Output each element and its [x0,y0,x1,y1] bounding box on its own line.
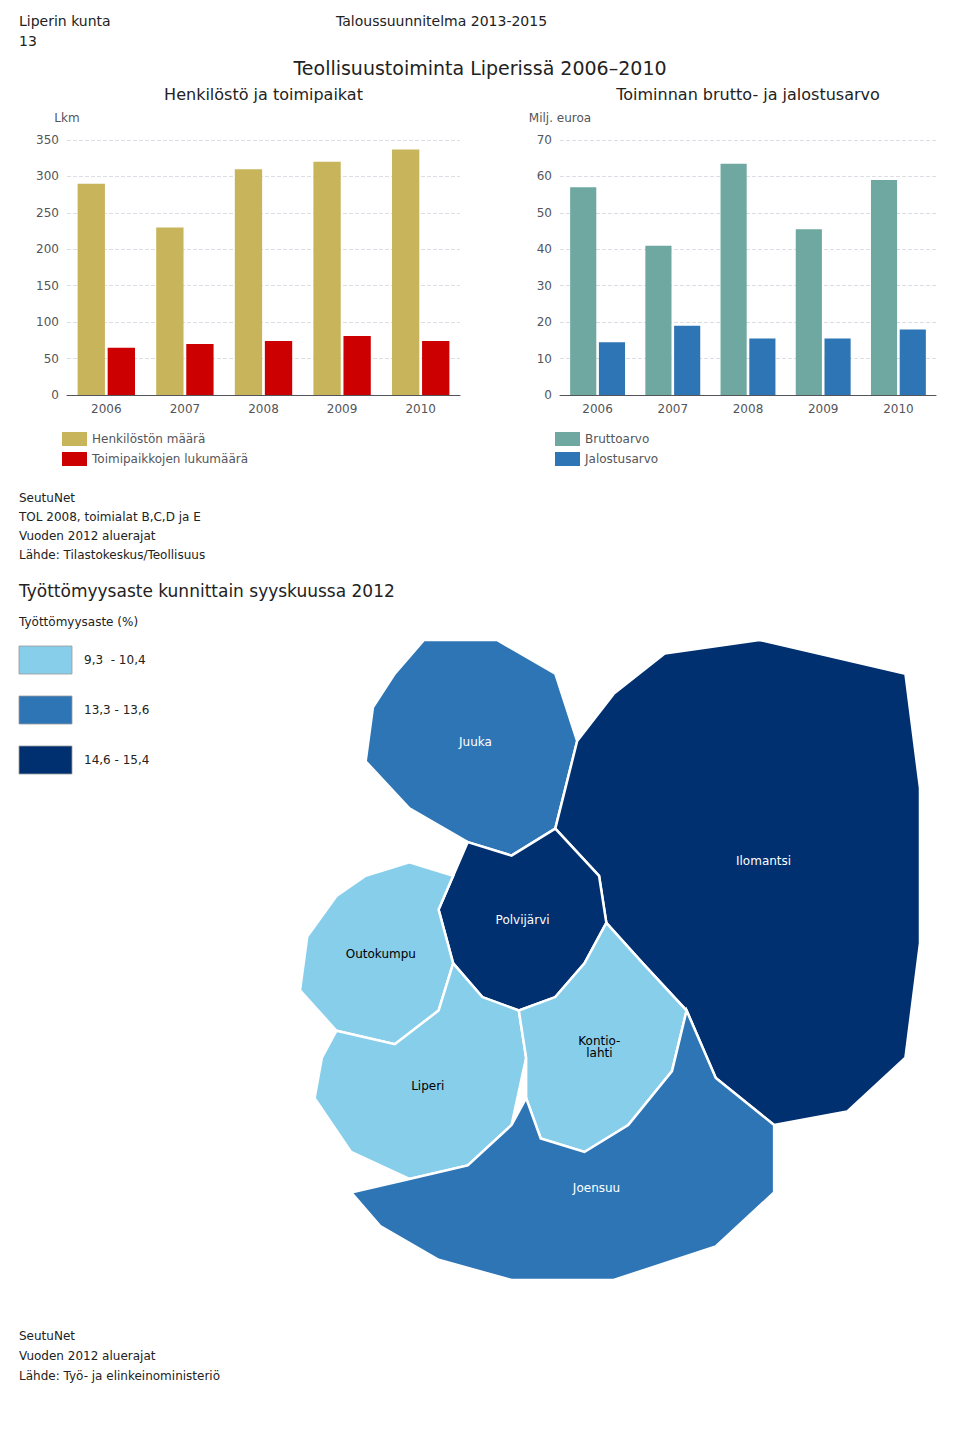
svg-text:50: 50 [44,352,59,366]
svg-text:Vuoden 2012 aluerajat: Vuoden 2012 aluerajat [19,1349,156,1363]
svg-text:Lähde: Työ- ja elinkeinominist: Lähde: Työ- ja elinkeinoministeriö [19,1369,220,1383]
svg-text:2009: 2009 [327,402,358,416]
svg-text:20: 20 [537,315,552,329]
svg-text:Toimipaikkojen lukumäärä: Toimipaikkojen lukumäärä [91,452,248,466]
svg-text:0: 0 [51,388,59,402]
svg-text:Työttömyysaste kunnittain syys: Työttömyysaste kunnittain syyskuussa 201… [18,581,395,601]
svg-text:350: 350 [36,133,59,147]
svg-text:Työttömyysaste (%): Työttömyysaste (%) [18,615,138,629]
svg-text:SeutuNet: SeutuNet [19,1329,75,1343]
svg-text:100: 100 [36,315,59,329]
svg-text:2006: 2006 [582,402,613,416]
svg-text:50: 50 [537,206,552,220]
svg-text:Jalostusarvo: Jalostusarvo [584,452,658,466]
svg-text:60: 60 [537,169,552,183]
svg-text:10: 10 [537,352,552,366]
svg-text:Henkilöstön määrä: Henkilöstön määrä [92,432,205,446]
svg-text:2007: 2007 [658,402,689,416]
svg-text:2006: 2006 [91,402,122,416]
svg-text:30: 30 [537,279,552,293]
svg-text:2007: 2007 [170,402,201,416]
svg-text:2010: 2010 [405,402,436,416]
svg-text:Polvijärvi: Polvijärvi [496,913,550,927]
svg-text:Kontio-: Kontio- [578,1033,621,1048]
svg-text:250: 250 [36,206,59,220]
svg-text:2008: 2008 [733,402,764,416]
svg-text:40: 40 [537,242,552,256]
svg-text:2008: 2008 [248,402,279,416]
svg-text:9,3 - 10,4: 9,3 - 10,4 [84,653,146,667]
svg-text:Henkilöstö ja toimipaikat: Henkilöstö ja toimipaikat [164,85,363,104]
svg-text:Lähde: Tilastokeskus/Teollisuu: Lähde: Tilastokeskus/Teollisuus [19,548,205,562]
svg-text:Liperin kunta: Liperin kunta [19,13,111,29]
svg-text:Vuoden 2012 aluerajat: Vuoden 2012 aluerajat [19,529,156,543]
svg-text:Toiminnan brutto- ja jalostusa: Toiminnan brutto- ja jalostusarvo [615,85,880,104]
svg-text:SeutuNet: SeutuNet [19,491,75,505]
svg-text:2009: 2009 [808,402,839,416]
svg-text:150: 150 [36,279,59,293]
svg-text:Lkm: Lkm [54,111,79,125]
svg-text:Teollisuustoiminta Liperissä 2: Teollisuustoiminta Liperissä 2006–2010 [292,57,666,79]
svg-text:2010: 2010 [883,402,914,416]
svg-text:0: 0 [544,388,552,402]
svg-text:14,6 - 15,4: 14,6 - 15,4 [84,753,149,767]
svg-text:Milj. euroa: Milj. euroa [529,111,591,125]
svg-text:13,3 - 13,6: 13,3 - 13,6 [84,703,149,717]
svg-text:Outokumpu: Outokumpu [346,947,416,961]
svg-text:13: 13 [19,33,37,49]
svg-text:Ilomantsi: Ilomantsi [736,854,791,868]
svg-text:300: 300 [36,169,59,183]
svg-text:70: 70 [537,133,552,147]
svg-text:Joensuu: Joensuu [572,1181,620,1195]
svg-text:Juuka: Juuka [458,735,492,749]
svg-text:200: 200 [36,242,59,256]
svg-text:Taloussuunnitelma 2013-2015: Taloussuunnitelma 2013-2015 [335,13,547,29]
svg-text:lahti: lahti [586,1046,612,1060]
svg-text:Bruttoarvo: Bruttoarvo [585,432,649,446]
svg-text:TOL 2008, toimialat B,C,D ja E: TOL 2008, toimialat B,C,D ja E [18,510,201,524]
svg-text:Liperi: Liperi [411,1079,444,1093]
